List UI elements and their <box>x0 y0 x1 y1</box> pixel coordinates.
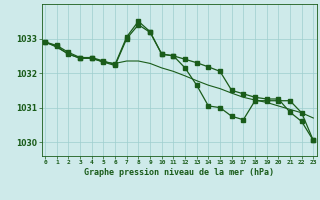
X-axis label: Graphe pression niveau de la mer (hPa): Graphe pression niveau de la mer (hPa) <box>84 168 274 177</box>
